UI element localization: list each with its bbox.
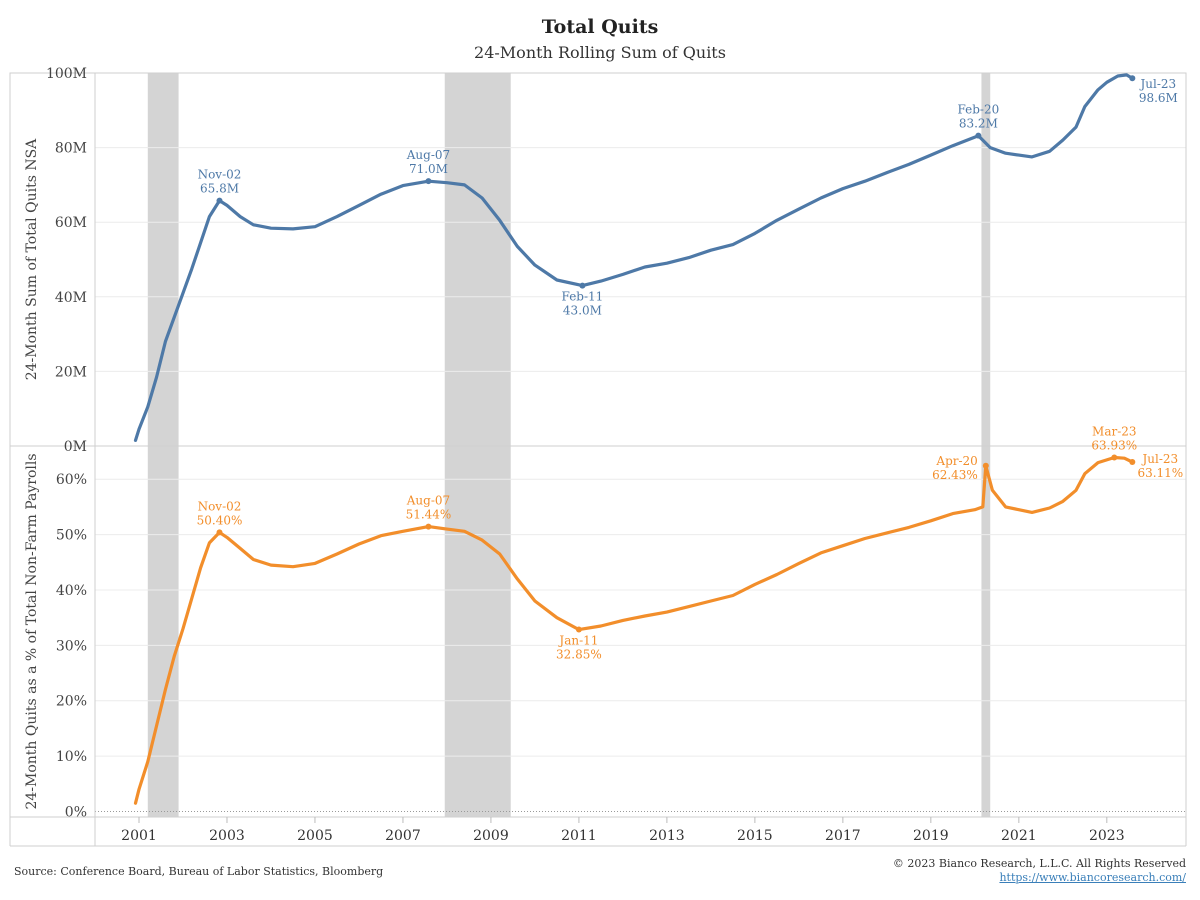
x-tick-label: 2013: [649, 828, 685, 844]
annotation-marker: [982, 462, 989, 469]
source-note: Source: Conference Board, Bureau of Labo…: [14, 865, 384, 878]
y-axis-label: 24-Month Sum of Total Quits NSA: [24, 138, 40, 380]
copyright-note: © 2023 Bianco Research, L.L.C. All Right…: [892, 857, 1186, 870]
annotation-date: Feb-11: [562, 290, 604, 304]
annotation-date: Nov-02: [198, 499, 242, 513]
annotation-date: Aug-07: [406, 148, 450, 162]
chart-title: Total Quits: [541, 16, 659, 38]
y-tick-label: 20%: [56, 694, 87, 710]
annotation-marker: [216, 197, 223, 204]
y-tick-label: 60%: [56, 472, 87, 488]
annotation-value: 62.43%: [932, 468, 978, 482]
website-link[interactable]: https://www.biancoresearch.com/: [999, 871, 1186, 884]
annotation-value: 71.0M: [409, 162, 448, 176]
y-tick-label: 40%: [56, 583, 87, 599]
recession-bar: [444, 73, 511, 446]
annotation-marker: [1129, 459, 1136, 466]
annotation-value: 32.85%: [556, 648, 602, 662]
annotation-value: 83.2M: [959, 117, 998, 131]
y-tick-label: 80M: [55, 141, 87, 157]
annotation-value: 63.93%: [1091, 438, 1137, 452]
recession-bar: [981, 446, 991, 817]
annotation-value: 98.6M: [1139, 91, 1178, 105]
x-tick-label: 2007: [385, 828, 421, 844]
y-tick-label: 50%: [56, 528, 87, 544]
annotation-marker: [1129, 75, 1136, 82]
annotation-value: 63.11%: [1137, 466, 1183, 480]
chart-frame: [9, 72, 1187, 847]
y-tick-label: 30%: [56, 638, 87, 654]
recession-shading: [147, 73, 991, 817]
annotation-date: Mar-23: [1092, 424, 1137, 438]
annotation-marker: [425, 178, 432, 185]
x-tick-label: 2021: [1001, 828, 1037, 844]
axes: 0M 20M 40M 60M 80M 100M 24-Month Sum of Total …: [24, 66, 1125, 844]
annotations: Nov-0265.8MAug-0771.0MFeb-1143.0MFeb-208…: [197, 77, 1184, 661]
y-tick-label: 60M: [55, 215, 87, 231]
series-lines: [133, 73, 1136, 805]
x-tick-label: 2009: [473, 828, 509, 844]
x-tick-label: 2003: [209, 828, 245, 844]
x-tick-label: 2017: [825, 828, 861, 844]
x-tick-label: 2019: [913, 828, 949, 844]
chart-subtitle: 24-Month Rolling Sum of Quits: [474, 43, 726, 62]
x-tick-label: 2023: [1089, 828, 1125, 844]
recession-bar: [147, 446, 179, 817]
annotation-marker: [1111, 454, 1118, 461]
annotation-marker: [575, 626, 582, 633]
gridlines: [95, 72, 1186, 812]
annotation-date: Jul-23: [1140, 452, 1178, 466]
x-tick-label: 2011: [561, 828, 597, 844]
annotation-marker: [216, 529, 223, 536]
x-tick-label: 2001: [121, 828, 157, 844]
y-tick-label: 10%: [56, 749, 87, 765]
annotation-date: Nov-02: [198, 168, 242, 182]
y-tick-label: 20M: [55, 364, 87, 380]
y-tick-label: 40M: [55, 290, 87, 306]
plot-border: [9, 72, 1187, 818]
y-tick-label: 0M: [64, 439, 87, 455]
annotation-date: Jul-23: [1138, 77, 1176, 91]
annotation-marker: [579, 282, 586, 289]
recession-bar: [981, 73, 991, 446]
annotation-date: Aug-07: [406, 494, 450, 508]
annotation-value: 51.44%: [406, 508, 452, 522]
annotation-date: Apr-20: [935, 454, 977, 468]
recession-bar: [444, 446, 511, 817]
annotation-date: Jan-11: [557, 634, 598, 648]
annotation-marker: [975, 132, 982, 139]
y-axis-label: 24-Month Quits as a % of Total Non-Farm …: [24, 453, 40, 809]
annotation-value: 43.0M: [563, 304, 602, 318]
y-tick-label: 0%: [65, 804, 87, 820]
annotation-marker: [425, 523, 432, 530]
annotation-value: 65.8M: [200, 182, 239, 196]
x-tick-label: 2015: [737, 828, 773, 844]
y-tick-label: 100M: [46, 66, 87, 82]
annotation-value: 50.40%: [197, 513, 243, 527]
x-tick-label: 2005: [297, 828, 333, 844]
annotation-date: Feb-20: [957, 103, 999, 117]
